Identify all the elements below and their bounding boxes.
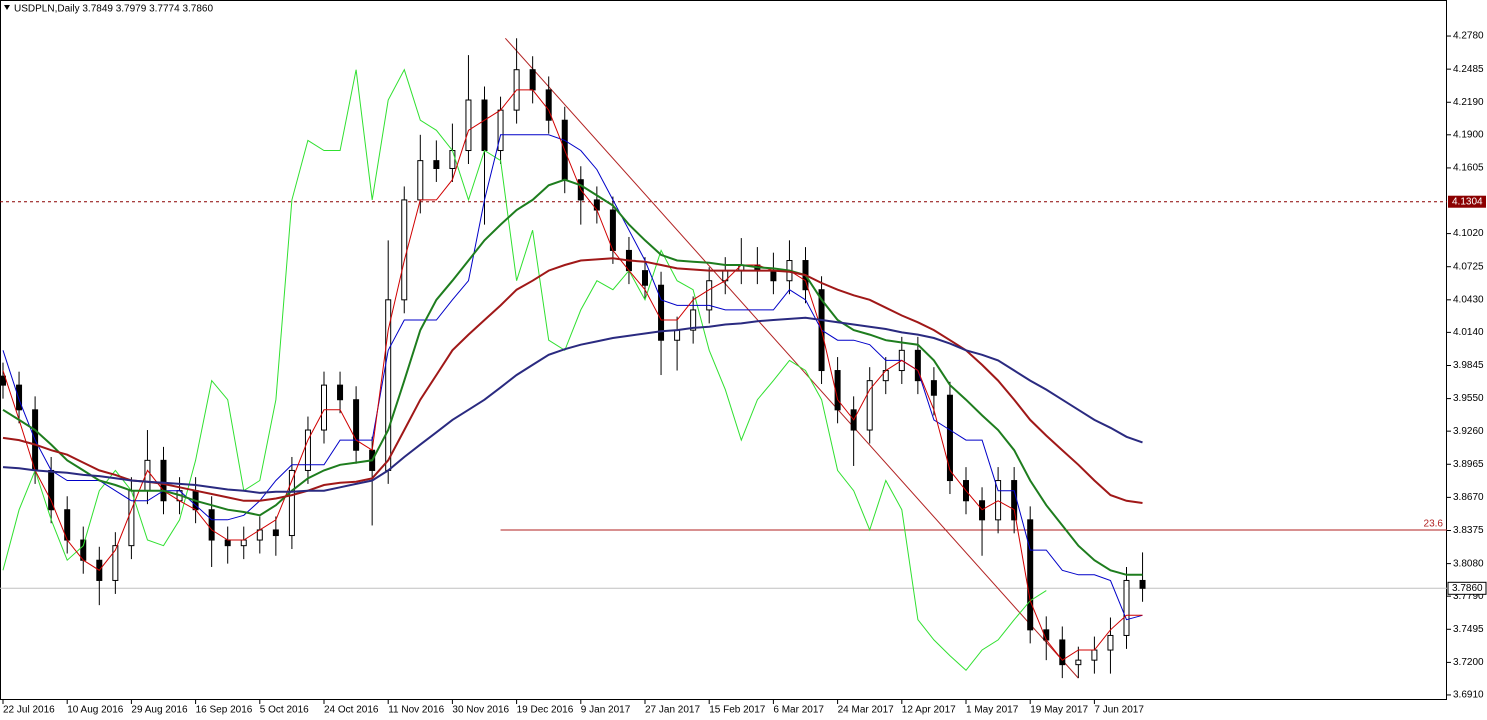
candle-body [529, 69, 536, 91]
indicator-line [2, 134, 1143, 621]
candle-body [433, 160, 440, 169]
candle-body [658, 284, 665, 341]
x-tick-label: 27 Jan 2017 [645, 705, 700, 716]
indicator-line [2, 89, 1143, 661]
y-tick-label: 3.6910 [1453, 690, 1484, 701]
candle-body [0, 375, 6, 386]
candle-body [385, 299, 392, 471]
y-tick-label: 4.2780 [1453, 31, 1484, 42]
candle-body [449, 150, 456, 169]
candle-body [288, 469, 295, 537]
y-tick-label: 4.1020 [1453, 228, 1484, 239]
x-tick-label: 19 Dec 2016 [517, 705, 574, 716]
candle-body [690, 309, 697, 331]
x-tick-label: 30 Nov 2016 [452, 705, 509, 716]
x-tick-label: 1 May 2017 [966, 705, 1019, 716]
candle-body [1139, 579, 1146, 589]
x-tick-label: 5 Oct 2016 [260, 705, 309, 716]
candle-body [353, 399, 360, 451]
candle-body [545, 89, 552, 121]
x-tick-label: 9 Jan 2017 [581, 705, 631, 716]
y-tick-label: 3.9845 [1453, 360, 1484, 371]
candle-body [272, 529, 279, 537]
candle-body [930, 380, 937, 396]
menu-arrow [4, 5, 10, 10]
plot-area [0, 0, 1447, 700]
level-price-box [1448, 195, 1486, 208]
y-tick-label: 3.8080 [1453, 558, 1484, 569]
y-tick-label: 4.1605 [1453, 163, 1484, 174]
candle-body [1091, 649, 1098, 661]
y-tick-label: 3.8375 [1453, 525, 1484, 536]
candle-body [1011, 480, 1018, 521]
candle-body [1027, 519, 1034, 631]
x-tick-label: 24 Mar 2017 [838, 705, 895, 716]
last-price-box [1447, 581, 1487, 595]
candle-body [112, 545, 119, 581]
y-tick-label: 3.9550 [1453, 393, 1484, 404]
candle-body [866, 380, 873, 431]
candle-body [401, 199, 408, 301]
level-price-label: 4.1304 [1452, 196, 1483, 207]
x-tick-label: 12 Apr 2017 [902, 705, 956, 716]
candle-body [497, 109, 504, 152]
y-tick-label: 3.9260 [1453, 426, 1484, 437]
candle-body [914, 349, 921, 382]
candle-body [770, 270, 777, 282]
candle-body [417, 160, 424, 201]
candle-body [995, 480, 1002, 521]
y-tick-label: 4.0725 [1453, 261, 1484, 272]
y-tick-label: 3.7200 [1453, 657, 1484, 668]
x-tick-label: 15 Feb 2017 [709, 705, 766, 716]
candle-body [321, 384, 327, 431]
x-tick-label: 11 Nov 2016 [388, 705, 444, 716]
last-price-label: 3.7860 [1452, 583, 1483, 594]
y-tick-label: 3.8965 [1453, 459, 1484, 470]
candle-body [240, 539, 247, 547]
y-tick-label: 4.2190 [1453, 97, 1484, 108]
candle-body [224, 539, 231, 547]
x-tick-label: 22 Jul 2016 [3, 705, 55, 716]
indicator-line [2, 178, 1143, 576]
candle-body [946, 394, 953, 482]
chart-title: USDPLN,Daily 3.7849 3.7979 3.7774 3.7860 [14, 4, 213, 15]
candle-body [465, 99, 472, 152]
candle-body [304, 429, 311, 471]
candle-body [642, 270, 648, 286]
candle-body [674, 329, 681, 341]
candle-body [337, 384, 344, 401]
indicator-line [2, 68, 1047, 672]
y-tick-label: 3.8670 [1453, 492, 1484, 503]
x-tick-label: 29 Aug 2016 [131, 705, 188, 716]
fib-label: 23.6 [1424, 519, 1444, 530]
candle-body [1107, 634, 1114, 651]
x-tick-label: 24 Oct 2016 [324, 705, 379, 716]
candle-body [609, 209, 616, 251]
y-tick-label: 4.0140 [1453, 327, 1484, 338]
candle-body [128, 490, 135, 547]
candle-body [16, 384, 23, 411]
y-tick-label: 4.2485 [1453, 64, 1484, 75]
y-tick-label: 3.7790 [1453, 591, 1484, 602]
x-tick-label: 16 Sep 2016 [196, 705, 253, 716]
indicator-line [2, 316, 1143, 494]
x-tick-label: 6 Mar 2017 [773, 705, 824, 716]
x-tick-label: 19 May 2017 [1030, 705, 1088, 716]
y-tick-label: 4.0430 [1453, 294, 1484, 305]
y-tick-label: 4.1900 [1453, 129, 1484, 140]
trendline [504, 37, 1079, 679]
x-tick-label: 10 Aug 2016 [67, 705, 124, 716]
candle-body [160, 459, 167, 502]
y-tick-label: 3.7495 [1453, 624, 1484, 635]
candle-body [1059, 639, 1066, 666]
candle-body [481, 99, 488, 152]
candle-body [1123, 579, 1130, 636]
x-tick-label: 7 Jun 2017 [1094, 705, 1144, 716]
candle-body [208, 509, 215, 541]
candle-body [706, 280, 713, 311]
indicator-line [2, 257, 1143, 504]
candle-body [1075, 659, 1082, 666]
